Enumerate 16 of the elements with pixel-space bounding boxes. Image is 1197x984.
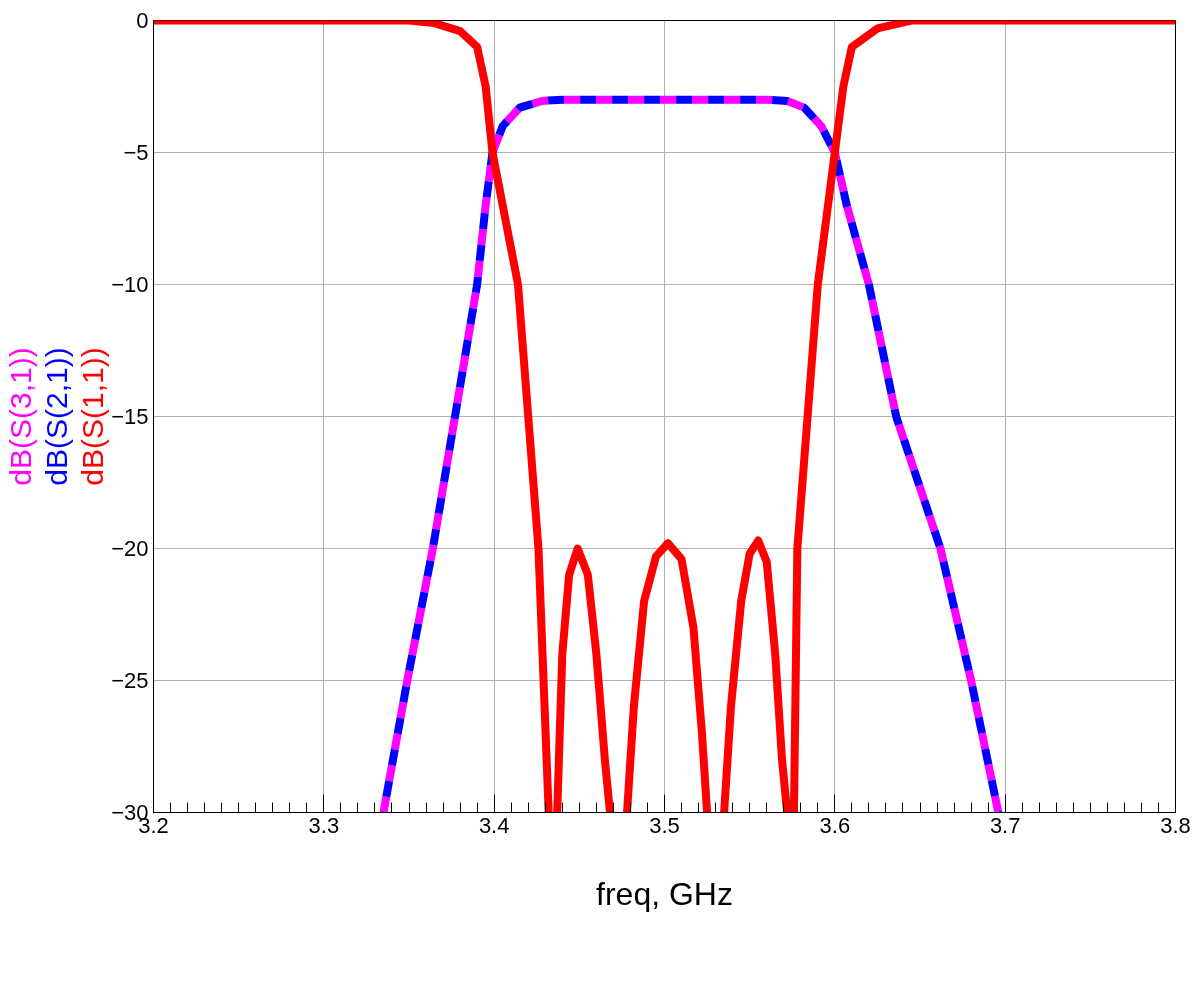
y-tick-label: −10 xyxy=(111,272,149,297)
x-axis-title: freq, GHz xyxy=(596,875,733,912)
text: dB(S(3,1)) xyxy=(3,347,37,486)
x-tick-label: 3.3 xyxy=(308,812,340,838)
x-tick-label: 3.8 xyxy=(1160,812,1191,838)
y-tick-label: 0 xyxy=(136,8,149,33)
y-tick-label: −15 xyxy=(111,404,149,429)
x-tick-label: 3.7 xyxy=(989,812,1021,838)
text: dB(S(2,1)) xyxy=(39,347,73,486)
x-tick-label: 3.4 xyxy=(478,812,510,838)
y-tick-label: −25 xyxy=(111,668,149,693)
x-tick-label: 3.6 xyxy=(819,812,851,838)
x-tick-label: 3.5 xyxy=(649,812,680,838)
text: dB(S(1,1)) xyxy=(75,347,109,486)
y-tick-label: −5 xyxy=(123,140,149,165)
y-tick-label: −20 xyxy=(111,536,149,561)
